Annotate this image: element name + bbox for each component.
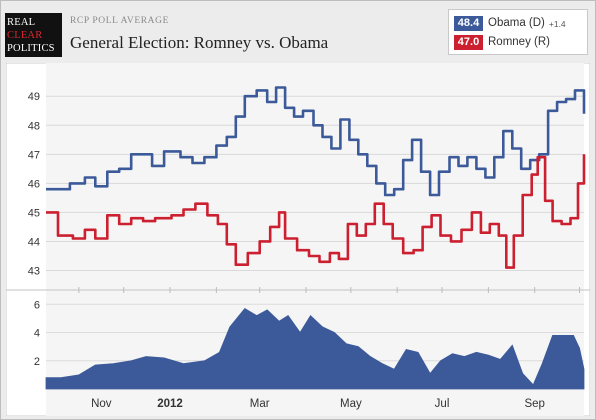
obama-line	[46, 86, 586, 197]
y-tick-label: 45	[28, 207, 40, 219]
chart-subtitle: RCP POLL AVERAGE	[70, 16, 169, 26]
x-tick-label: Sep	[524, 398, 544, 410]
logo-line-1: REAL	[7, 17, 36, 28]
legend-label-obama: Obama (D)	[488, 17, 545, 29]
x-tick-label: Jul	[435, 398, 450, 410]
legend-change-obama: +1.4	[548, 19, 566, 29]
legend-item-romney[interactable]: 47.0 Romney (R)	[454, 34, 550, 50]
rcp-logo[interactable]: REAL CLEAR POLITICS	[5, 13, 62, 57]
chart-title: General Election: Romney vs. Obama	[70, 33, 329, 52]
y-tick-label: 2	[34, 356, 40, 368]
x-tick-label: Nov	[91, 398, 112, 410]
y-tick-label: 49	[28, 91, 40, 103]
y-tick-label: 46	[28, 178, 40, 190]
x-tick-label: 2012	[157, 398, 183, 410]
logo-line-3: POLITICS	[7, 43, 55, 54]
legend-item-obama[interactable]: 48.4 Obama (D) +1.4	[454, 15, 566, 31]
y-tick-label: 4	[34, 328, 40, 340]
y-tick-label: 48	[28, 120, 40, 132]
legend-value-obama: 48.4	[454, 15, 483, 31]
y-tick-label: 6	[34, 299, 40, 311]
y-tick-label: 43	[28, 265, 40, 277]
x-tick-label: May	[340, 398, 362, 410]
legend-label-romney: Romney (R)	[488, 36, 550, 48]
x-tick-label: Mar	[250, 398, 270, 410]
y-tick-label: 47	[28, 149, 40, 161]
logo-line-2: CLEAR	[7, 30, 43, 41]
y-tick-label: 44	[28, 236, 40, 248]
legend-value-romney: 47.0	[454, 34, 483, 50]
romney-line	[46, 154, 586, 269]
spread-area	[45, 307, 585, 390]
legend: 48.4 Obama (D) +1.4 47.0 Romney (R)	[448, 9, 588, 55]
